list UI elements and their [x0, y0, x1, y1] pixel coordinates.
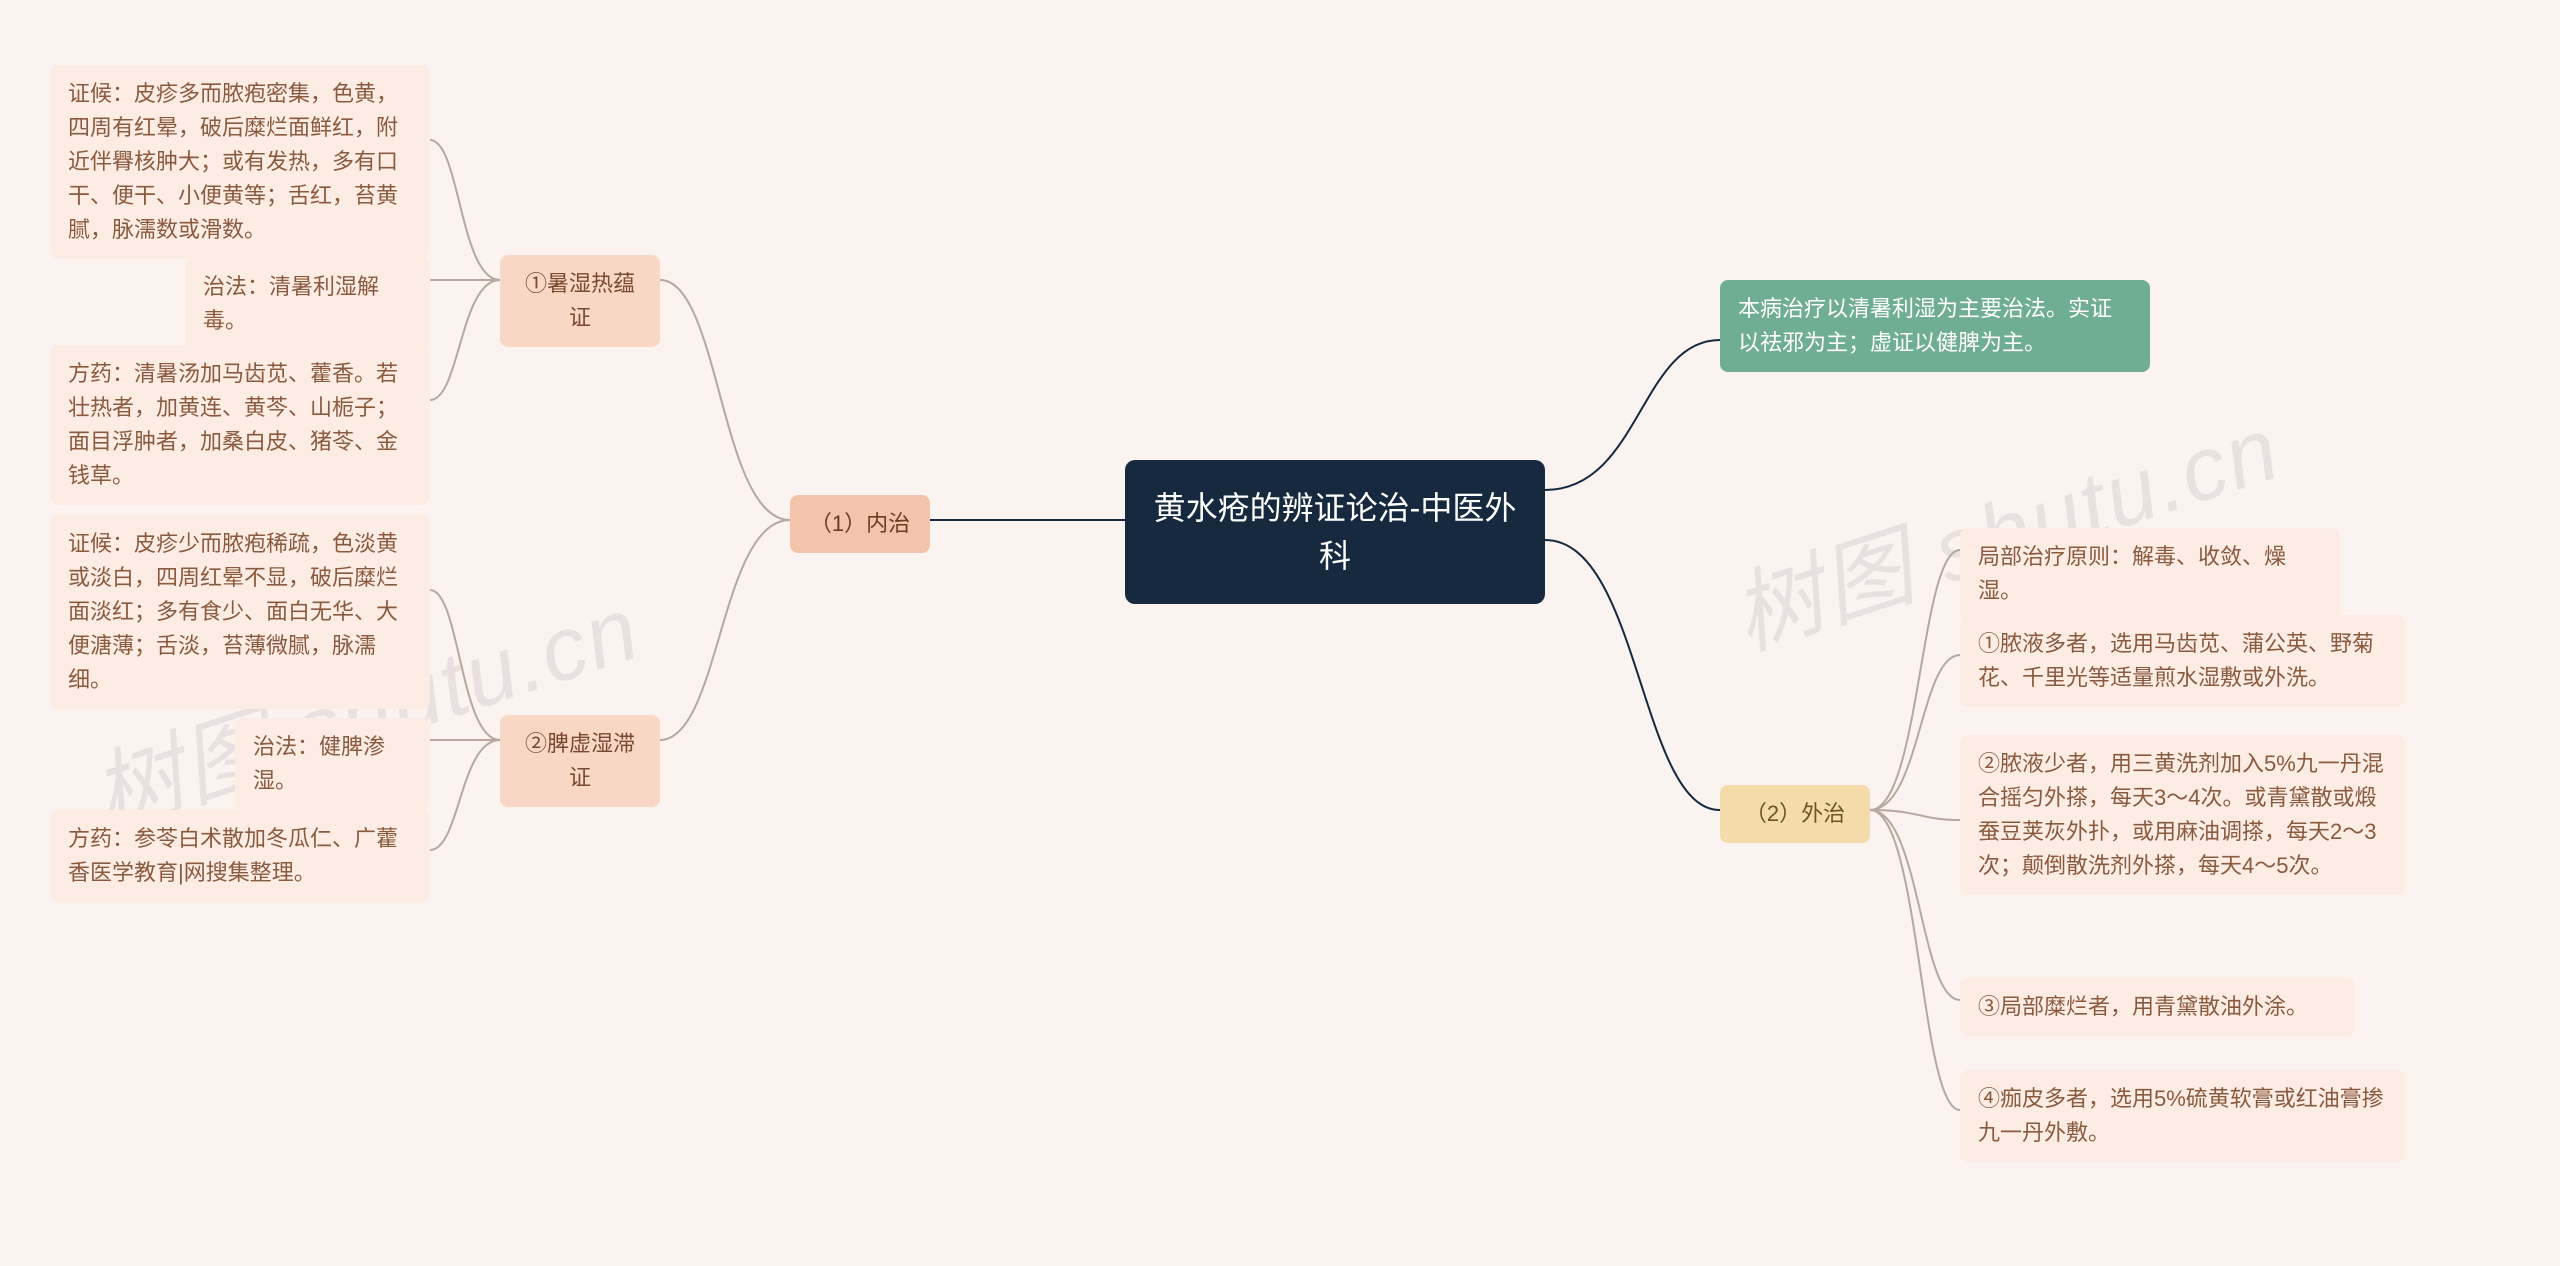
- left-main: （1）内治: [790, 495, 930, 553]
- left-b2-item2: 治法：健脾渗湿。: [235, 718, 430, 810]
- right-summary: 本病治疗以清暑利湿为主要治法。实证以祛邪为主；虚证以健脾为主。: [1720, 280, 2150, 372]
- right-item-4: ③局部糜烂者，用青黛散油外涂。: [1960, 978, 2355, 1036]
- left-b1-item1: 证候：皮疹多而脓疱密集，色黄，四周有红晕，破后糜烂面鲜红，附近伴臖核肿大；或有发…: [50, 65, 430, 259]
- right-item-1: 局部治疗原则：解毒、收敛、燥湿。: [1960, 528, 2340, 620]
- right-item-3: ②脓液少者，用三黄洗剂加入5%九一丹混合摇匀外搽，每天3～4次。或青黛散或煅蚕豆…: [1960, 735, 2405, 895]
- left-b2-item3: 方药：参苓白术散加冬瓜仁、广藿香医学教育|网搜集整理。: [50, 810, 430, 902]
- left-b2-item1: 证候：皮疹少而脓疱稀疏，色淡黄或淡白，四周红晕不显，破后糜烂面淡红；多有食少、面…: [50, 515, 430, 709]
- right-item-5: ④痂皮多者，选用5%硫黄软膏或红油膏掺九一丹外敷。: [1960, 1070, 2405, 1162]
- right-main: （2）外治: [1720, 785, 1870, 843]
- left-branch-2: ②脾虚湿滞证: [500, 715, 660, 807]
- left-b1-item3: 方药：清暑汤加马齿苋、藿香。若壮热者，加黄连、黄芩、山栀子；面目浮肿者，加桑白皮…: [50, 345, 430, 505]
- left-b1-item2: 治法：清暑利湿解毒。: [185, 258, 430, 350]
- right-item-2: ①脓液多者，选用马齿苋、蒲公英、野菊花、千里光等适量煎水湿敷或外洗。: [1960, 615, 2405, 707]
- root-node: 黄水疮的辨证论治-中医外科: [1125, 460, 1545, 604]
- left-branch-1: ①暑湿热蕴证: [500, 255, 660, 347]
